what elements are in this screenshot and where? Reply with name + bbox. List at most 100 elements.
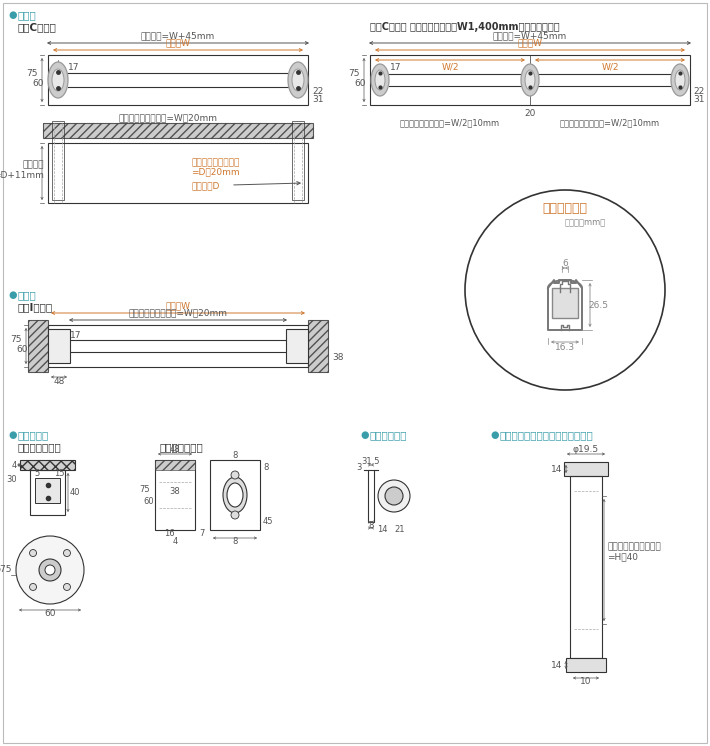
Ellipse shape [521,64,539,96]
Text: φ19.5: φ19.5 [573,445,599,454]
Ellipse shape [525,70,535,90]
Text: 本体バーカット長さ=W/2－10mm: 本体バーカット長さ=W/2－10mm [560,119,660,128]
Text: 製品外寸=W+45mm: 製品外寸=W+45mm [493,31,567,40]
Text: ●: ● [8,290,16,300]
Circle shape [385,487,403,505]
Text: 38: 38 [170,487,180,497]
Text: 45: 45 [263,518,273,527]
Text: 4: 4 [173,538,178,547]
Ellipse shape [675,70,685,90]
Text: φ75: φ75 [0,565,12,574]
Text: 5: 5 [34,469,40,478]
Bar [155,460,195,470]
Text: （単位：mm）: （単位：mm） [564,219,606,228]
Text: =D+11mm: =D+11mm [0,171,44,180]
Text: 製品幅W: 製品幅W [518,38,542,47]
Ellipse shape [52,69,64,91]
Circle shape [231,511,239,519]
Text: 14: 14 [551,660,562,669]
Ellipse shape [371,64,389,96]
Text: 14: 14 [377,525,387,534]
Bar [566,658,606,672]
Text: 製品幅W: 製品幅W [165,301,190,310]
Bar [48,143,308,203]
Ellipse shape [288,62,308,98]
Text: 75: 75 [349,69,360,78]
Bar [210,460,260,530]
Text: 本体バーカット長さ=W－20mm: 本体バーカット長さ=W－20mm [119,113,217,122]
Bar [48,55,308,105]
Text: 16: 16 [164,530,175,539]
Circle shape [378,480,410,512]
Text: 17: 17 [70,330,82,339]
Text: 壁面バーカット長さ: 壁面バーカット長さ [191,158,239,167]
Text: 本体バーカット長さ=W－20mm: 本体バーカット長さ=W－20mm [129,308,227,317]
Text: 22: 22 [693,87,704,95]
Text: バーキャップ: バーキャップ [369,430,407,440]
Text: 60: 60 [33,80,44,89]
Bar [48,329,70,363]
Text: 26.5: 26.5 [588,301,608,310]
Bar [28,320,48,372]
Text: 天井ブラケット: 天井ブラケット [17,442,61,452]
Text: 38: 38 [332,353,344,362]
Text: 30: 30 [6,475,17,484]
Text: 60: 60 [44,609,56,618]
Text: 8: 8 [368,521,373,530]
Text: 31: 31 [693,95,704,104]
Text: 8: 8 [263,463,268,472]
Text: 製品外寸=W+45mm: 製品外寸=W+45mm [141,31,215,40]
Text: ブラケット: ブラケット [17,430,48,440]
Text: 40: 40 [70,488,80,497]
Text: 31: 31 [312,95,324,104]
Text: 製品幅W: 製品幅W [165,38,190,47]
Text: 15: 15 [54,469,64,478]
Bar [43,123,313,138]
Circle shape [39,559,61,581]
Text: W/2: W/2 [441,63,459,72]
Text: 60: 60 [354,80,366,89]
Text: 16.3: 16.3 [555,343,575,353]
Text: 吊りポール（固定アダプター付）: 吊りポール（固定アダプター付） [499,430,593,440]
Circle shape [465,190,665,390]
Text: 製品出幅D: 製品出幅D [191,181,219,190]
Bar [564,462,608,476]
Bar [155,460,195,530]
Text: 14: 14 [551,465,562,474]
Ellipse shape [671,64,689,96]
Bar [52,121,64,200]
Circle shape [30,550,36,557]
Bar [570,476,602,658]
Text: 48: 48 [170,445,180,454]
Text: 正面付: 正面付 [17,10,36,20]
Text: 3: 3 [356,463,362,472]
Text: レール断面図: レール断面図 [542,201,587,215]
Text: 8: 8 [232,538,238,547]
Circle shape [231,471,239,479]
Text: ●: ● [490,430,498,440]
Text: 正面Cタイプ: 正面Cタイプ [17,22,56,32]
Text: 20: 20 [524,108,535,118]
Text: 製品外寸: 製品外寸 [23,160,44,169]
Text: 吊りポールカット長さ: 吊りポールカット長さ [607,542,661,551]
Text: 壁面ブラケット: 壁面ブラケット [160,442,204,452]
Text: 17: 17 [68,63,80,72]
Circle shape [45,565,55,575]
Bar [292,121,304,200]
Circle shape [16,536,84,604]
Bar [286,329,308,363]
Text: 6: 6 [562,260,568,269]
Ellipse shape [292,69,304,91]
Bar [370,55,690,105]
Text: ●: ● [360,430,368,440]
Bar [20,460,75,470]
Ellipse shape [227,483,243,507]
Text: 壁面付: 壁面付 [17,290,36,300]
Text: 17: 17 [390,63,401,72]
Text: =H－40: =H－40 [607,553,638,562]
Text: 本体バーカット長さ=W/2－10mm: 本体バーカット長さ=W/2－10mm [400,119,500,128]
Circle shape [63,583,70,591]
Text: 7: 7 [199,530,204,539]
Bar [308,320,328,372]
Circle shape [63,550,70,557]
